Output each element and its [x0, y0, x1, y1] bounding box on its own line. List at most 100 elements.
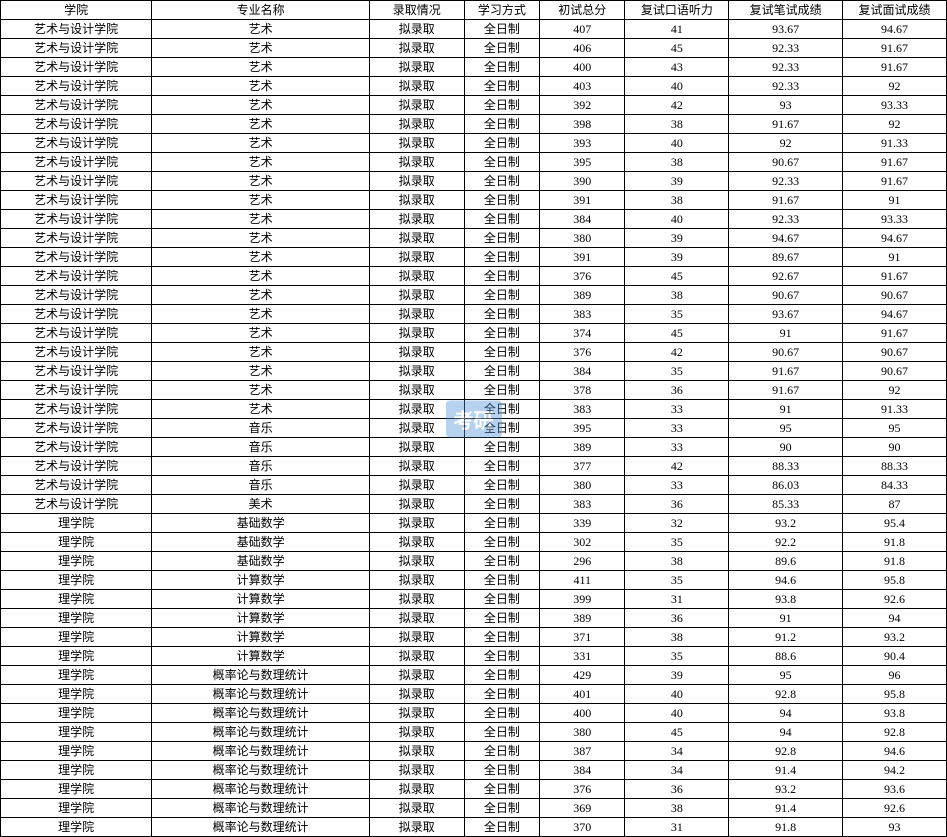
table-cell: 艺术与设计学院: [1, 286, 152, 305]
table-body: 艺术与设计学院艺术拟录取全日制4074193.6794.67艺术与设计学院艺术拟…: [1, 20, 947, 837]
table-cell: 拟录取: [369, 191, 464, 210]
table-cell: 90.67: [729, 286, 843, 305]
table-cell: 计算数学: [152, 590, 370, 609]
table-cell: 艺术: [152, 343, 370, 362]
table-cell: 95.8: [842, 571, 946, 590]
table-cell: 35: [625, 647, 729, 666]
column-header-4: 初试总分: [540, 1, 625, 20]
table-cell: 92.2: [729, 533, 843, 552]
table-cell: 91.33: [842, 400, 946, 419]
table-cell: 全日制: [464, 457, 540, 476]
table-cell: 94.67: [842, 305, 946, 324]
table-cell: 艺术: [152, 305, 370, 324]
table-cell: 40: [625, 685, 729, 704]
table-cell: 93.8: [729, 590, 843, 609]
table-cell: 基础数学: [152, 514, 370, 533]
table-cell: 40: [625, 210, 729, 229]
table-cell: 理学院: [1, 799, 152, 818]
table-cell: 理学院: [1, 609, 152, 628]
table-cell: 艺术与设计学院: [1, 115, 152, 134]
table-cell: 393: [540, 134, 625, 153]
table-cell: 全日制: [464, 704, 540, 723]
table-cell: 拟录取: [369, 134, 464, 153]
table-cell: 艺术: [152, 381, 370, 400]
table-cell: 全日制: [464, 476, 540, 495]
table-cell: 全日制: [464, 115, 540, 134]
table-cell: 拟录取: [369, 438, 464, 457]
table-cell: 拟录取: [369, 685, 464, 704]
table-cell: 93.8: [842, 704, 946, 723]
table-cell: 370: [540, 818, 625, 837]
table-cell: 92.33: [729, 172, 843, 191]
table-cell: 音乐: [152, 438, 370, 457]
table-cell: 41: [625, 20, 729, 39]
table-cell: 371: [540, 628, 625, 647]
table-cell: 艺术与设计学院: [1, 134, 152, 153]
table-cell: 拟录取: [369, 818, 464, 837]
table-cell: 全日制: [464, 362, 540, 381]
table-cell: 艺术与设计学院: [1, 96, 152, 115]
table-cell: 艺术与设计学院: [1, 343, 152, 362]
table-cell: 全日制: [464, 400, 540, 419]
table-cell: 拟录取: [369, 96, 464, 115]
table-cell: 45: [625, 324, 729, 343]
table-row: 理学院概率论与数理统计拟录取全日制3693891.492.6: [1, 799, 947, 818]
table-cell: 全日制: [464, 305, 540, 324]
table-cell: 全日制: [464, 438, 540, 457]
table-cell: 91.67: [842, 324, 946, 343]
table-cell: 拟录取: [369, 571, 464, 590]
table-cell: 391: [540, 191, 625, 210]
column-header-7: 复试面试成绩: [842, 1, 946, 20]
table-cell: 40: [625, 704, 729, 723]
table-cell: 全日制: [464, 799, 540, 818]
table-cell: 35: [625, 305, 729, 324]
table-cell: 拟录取: [369, 704, 464, 723]
table-cell: 369: [540, 799, 625, 818]
table-cell: 全日制: [464, 324, 540, 343]
table-cell: 39: [625, 666, 729, 685]
table-cell: 拟录取: [369, 552, 464, 571]
table-cell: 429: [540, 666, 625, 685]
table-cell: 理学院: [1, 685, 152, 704]
table-cell: 92.8: [729, 685, 843, 704]
table-row: 艺术与设计学院艺术拟录取全日制3803994.6794.67: [1, 229, 947, 248]
table-cell: 94.6: [729, 571, 843, 590]
table-cell: 86.03: [729, 476, 843, 495]
table-row: 理学院概率论与数理统计拟录取全日制3843491.494.2: [1, 761, 947, 780]
table-row: 艺术与设计学院艺术拟录取全日制4004392.3391.67: [1, 58, 947, 77]
table-cell: 拟录取: [369, 305, 464, 324]
table-cell: 384: [540, 210, 625, 229]
table-cell: 艺术与设计学院: [1, 438, 152, 457]
table-cell: 概率论与数理统计: [152, 761, 370, 780]
table-cell: 94.67: [842, 229, 946, 248]
table-cell: 计算数学: [152, 609, 370, 628]
table-cell: 全日制: [464, 286, 540, 305]
table-cell: 拟录取: [369, 343, 464, 362]
table-cell: 93.67: [729, 305, 843, 324]
table-cell: 理学院: [1, 742, 152, 761]
table-cell: 全日制: [464, 153, 540, 172]
table-cell: 32: [625, 514, 729, 533]
table-cell: 380: [540, 229, 625, 248]
table-cell: 389: [540, 438, 625, 457]
table-cell: 38: [625, 799, 729, 818]
table-cell: 艺术与设计学院: [1, 381, 152, 400]
table-cell: 拟录取: [369, 476, 464, 495]
table-cell: 91.2: [729, 628, 843, 647]
table-cell: 42: [625, 96, 729, 115]
table-cell: 艺术与设计学院: [1, 20, 152, 39]
table-row: 艺术与设计学院艺术拟录取全日制4074193.6794.67: [1, 20, 947, 39]
table-cell: 92: [842, 381, 946, 400]
table-cell: 384: [540, 761, 625, 780]
table-cell: 拟录取: [369, 666, 464, 685]
table-row: 理学院计算数学拟录取全日制3713891.293.2: [1, 628, 947, 647]
table-cell: 34: [625, 761, 729, 780]
table-cell: 全日制: [464, 495, 540, 514]
table-cell: 383: [540, 305, 625, 324]
table-cell: 39: [625, 172, 729, 191]
table-cell: 拟录取: [369, 58, 464, 77]
table-cell: 377: [540, 457, 625, 476]
table-cell: 艺术与设计学院: [1, 305, 152, 324]
table-row: 艺术与设计学院音乐拟录取全日制389339090: [1, 438, 947, 457]
table-cell: 拟录取: [369, 362, 464, 381]
